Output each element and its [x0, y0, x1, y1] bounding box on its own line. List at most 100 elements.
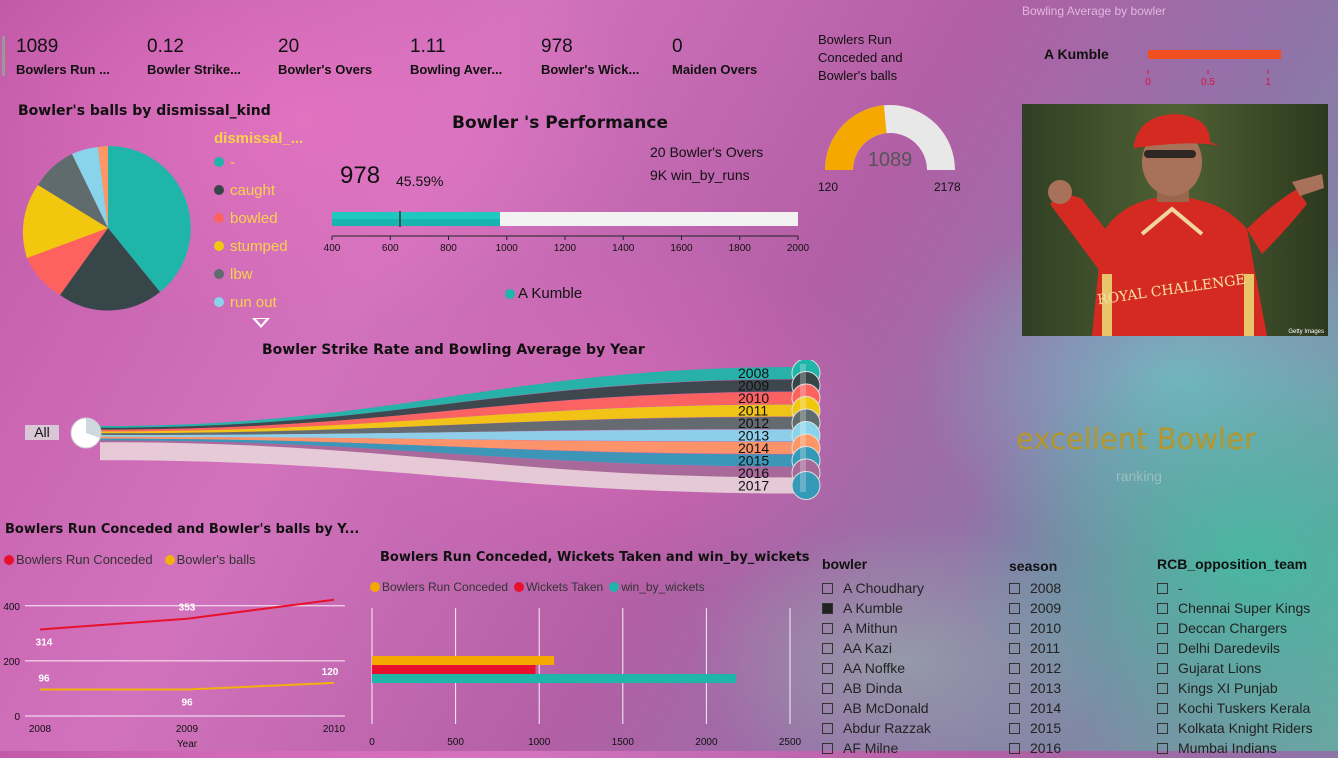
pie-slice-bowled [27, 228, 108, 295]
slicer-item-label: AB McDonald [843, 700, 929, 716]
checkbox[interactable] [822, 642, 833, 654]
slicer-item[interactable]: Kochi Tuskers Kerala [1157, 698, 1313, 718]
slicer-item[interactable]: AA Kazi [822, 638, 931, 658]
slicer-item[interactable]: Chennai Super Kings [1157, 598, 1313, 618]
slicer-item[interactable]: Kolkata Knight Riders [1157, 718, 1313, 738]
slicer-item[interactable]: Abdur Razzak [822, 718, 931, 738]
data-label: 422 [322, 592, 339, 595]
checkbox[interactable] [822, 662, 833, 674]
pie-legend-item[interactable]: stumped [214, 232, 288, 260]
slicer-item[interactable]: 2011 [1009, 638, 1061, 658]
decomp-ribbon [100, 440, 800, 479]
slicer-item[interactable]: 2010 [1009, 618, 1061, 638]
bar-chart[interactable]: 0 500 1000 1500 2000 2500 [360, 604, 810, 751]
slicer-item[interactable]: AF Milne [822, 738, 931, 758]
pie-legend: - caught bowled stumped lbw run out [214, 148, 288, 316]
slicer-item[interactable]: 2013 [1009, 678, 1061, 698]
checkbox[interactable] [822, 722, 833, 734]
pie-legend-item[interactable]: run out [214, 288, 288, 316]
checkbox[interactable] [1157, 682, 1168, 694]
checkbox[interactable] [1009, 582, 1020, 594]
pie-title: Bowler's balls by dismissal_kind [18, 103, 271, 119]
checkbox[interactable] [822, 622, 833, 634]
bowling-avg-bar[interactable]: 0 0.5 1 [1140, 46, 1290, 90]
pie-slice-other [98, 146, 108, 228]
checkbox[interactable] [1157, 622, 1168, 634]
checkbox[interactable] [1157, 742, 1168, 754]
checkbox[interactable] [1009, 702, 1020, 714]
kpi-value: 0.12 [147, 36, 184, 57]
slicer-item[interactable]: 2012 [1009, 658, 1061, 678]
decomp-ribbon [100, 404, 800, 434]
slicer-item-label: Kings XI Punjab [1178, 680, 1278, 696]
slicer-item[interactable]: 2008 [1009, 578, 1061, 598]
slicer-item[interactable]: Gujarat Lions [1157, 658, 1313, 678]
slicer-item-label: 2012 [1030, 660, 1062, 676]
decomp-year-node [791, 471, 821, 500]
legend-dot [214, 185, 224, 195]
bowling-avg-title: Bowling Average by bowler [1022, 4, 1166, 18]
slicer-item[interactable]: A Mithun [822, 618, 931, 638]
performance-bullet-chart[interactable]: 400 600 800 1000 1200 1400 1600 1800 2000 [322, 208, 812, 258]
slicer-item[interactable]: Mumbai Indians [1157, 738, 1313, 758]
run-conceded-gauge[interactable]: 1089 [810, 92, 970, 192]
slicer-item[interactable]: 2016 [1009, 738, 1061, 758]
gauge-fill [825, 105, 887, 170]
pie-slice-none [108, 145, 191, 292]
slicer-item[interactable]: Delhi Daredevils [1157, 638, 1313, 658]
checkbox[interactable] [1009, 682, 1020, 694]
checkbox[interactable] [822, 702, 833, 714]
x-tick-label: 2500 [779, 737, 802, 748]
line-chart[interactable]: 0 200 400 2008 2009 2010 Year 314 353 422 96 96 120 [0, 592, 360, 751]
slicer-item-label: 2011 [1030, 640, 1061, 656]
pie-legend-item[interactable]: bowled [214, 204, 288, 232]
slicer-item-label: AA Kazi [843, 640, 893, 656]
checkbox[interactable] [1009, 622, 1020, 634]
legend-dot [214, 269, 224, 279]
checkbox[interactable] [822, 582, 833, 594]
pie-legend-item[interactable]: lbw [214, 260, 288, 288]
checkbox[interactable] [822, 742, 833, 754]
slicer-item[interactable]: 2014 [1009, 698, 1061, 718]
slicer-item[interactable]: 2009 [1009, 598, 1061, 618]
slicer-item[interactable]: AB Dinda [822, 678, 931, 698]
decomp-root-label[interactable]: All [25, 425, 59, 440]
slicer-item[interactable]: A Choudhary [822, 578, 931, 598]
kpi-card: 978 Bowler's Wick... [541, 36, 639, 77]
checkbox[interactable] [1157, 702, 1168, 714]
checkbox[interactable] [1009, 662, 1020, 674]
bowler-slicer: bowler A Choudhary A Kumble A Mithun AA Kaz… [822, 556, 931, 758]
checkbox[interactable] [1157, 602, 1168, 614]
checkbox[interactable] [1157, 662, 1168, 674]
kpi-label: Maiden Overs [672, 62, 758, 77]
slicer-item[interactable]: AA Noffke [822, 658, 931, 678]
svg-text:0: 0 [1145, 77, 1151, 88]
svg-text:0.5: 0.5 [1201, 77, 1215, 88]
slicer-item[interactable]: AB McDonald [822, 698, 931, 718]
slicer-item[interactable]: A Kumble [822, 598, 931, 618]
checkbox[interactable] [1009, 602, 1020, 614]
slicer-item[interactable]: Kings XI Punjab [1157, 678, 1313, 698]
slicer-item[interactable]: Deccan Chargers [1157, 618, 1313, 638]
x-tick-label: 1000 [528, 737, 551, 748]
checkbox[interactable] [822, 602, 833, 614]
checkbox[interactable] [1157, 642, 1168, 654]
checkbox[interactable] [1009, 742, 1020, 754]
slicer-item-label: Delhi Daredevils [1178, 640, 1280, 656]
checkbox[interactable] [822, 682, 833, 694]
checkbox[interactable] [1009, 722, 1020, 734]
slicer-item[interactable]: 2015 [1009, 718, 1061, 738]
decomp-year-label: 2009 [738, 378, 769, 394]
pie-legend-item[interactable]: caught [214, 176, 288, 204]
checkbox[interactable] [1009, 642, 1020, 654]
slicer-item-label: Abdur Razzak [843, 720, 931, 736]
pie-legend-item[interactable]: - [214, 148, 288, 176]
dismissal-pie[interactable] [20, 140, 200, 320]
kpi-label: Bowlers Run ... [16, 62, 110, 77]
data-label: 120 [322, 667, 339, 678]
bowling-avg-name: A Kumble [1044, 46, 1109, 62]
checkbox[interactable] [1157, 722, 1168, 734]
slicer-item[interactable]: - [1157, 578, 1313, 598]
checkbox[interactable] [1157, 582, 1168, 594]
